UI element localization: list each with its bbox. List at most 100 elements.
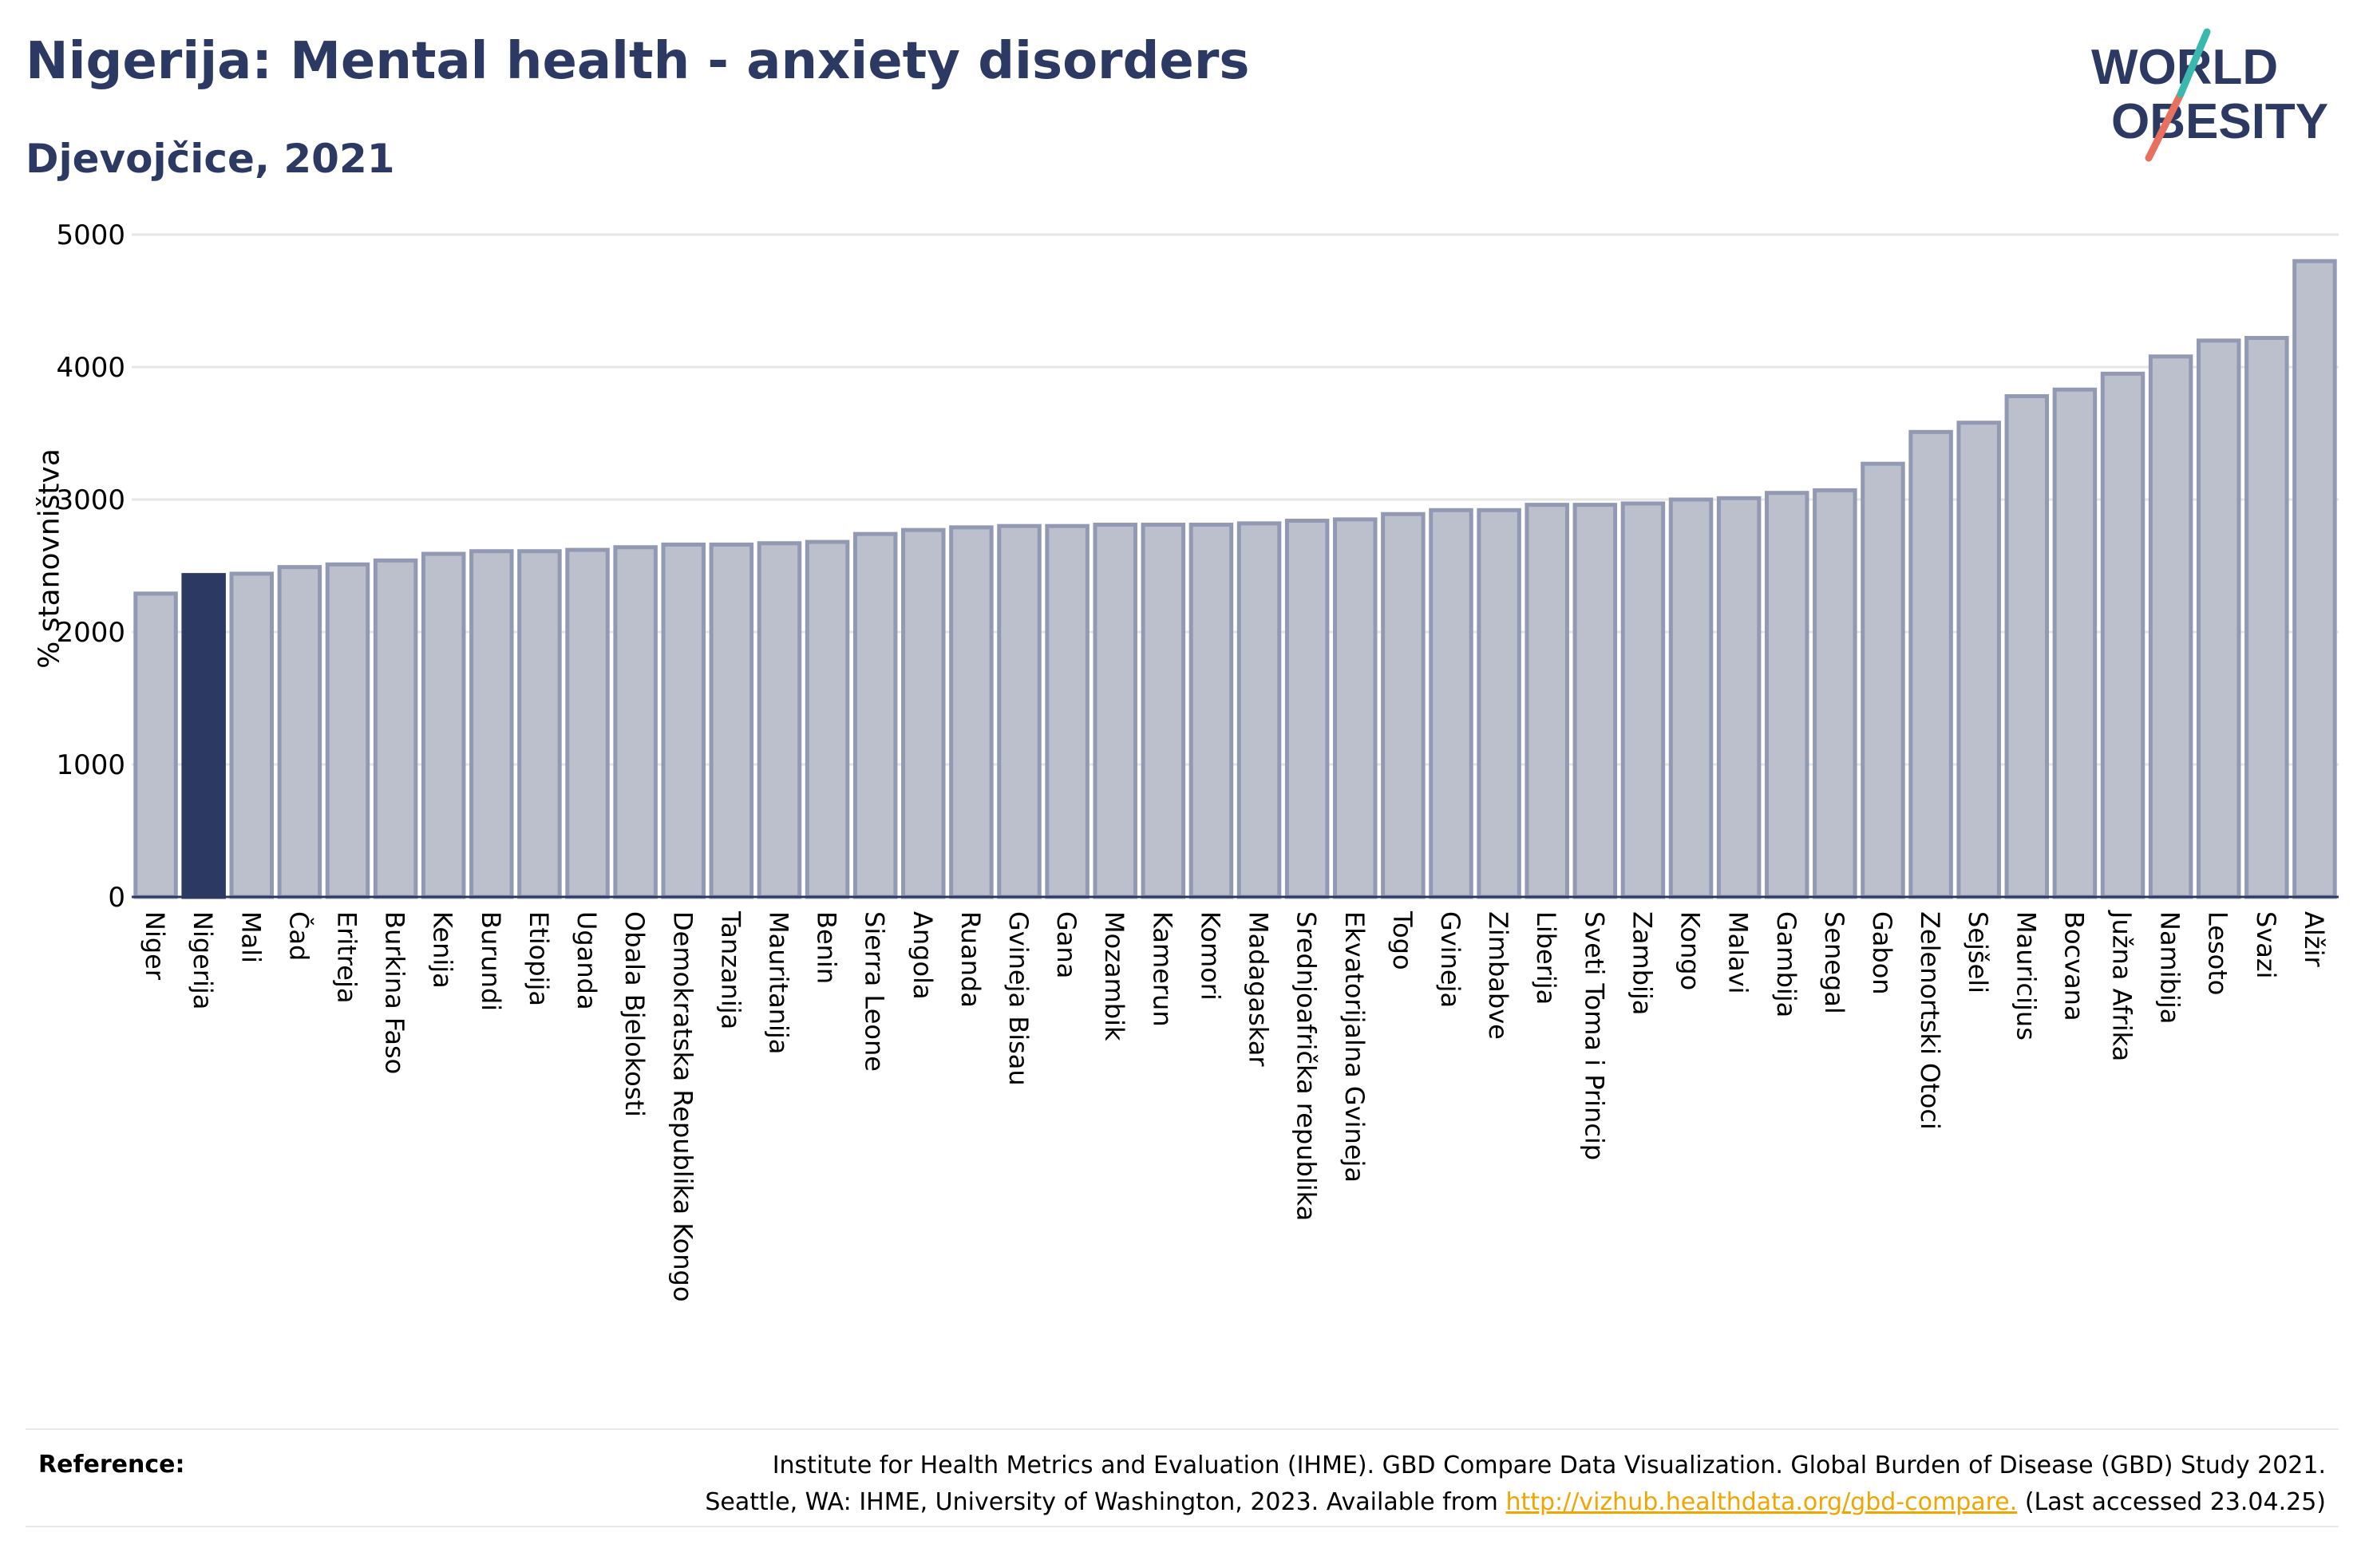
x-tick-label: Gvineja Bisau: [1003, 911, 1034, 1086]
bar: [2292, 259, 2337, 899]
x-tick-label: Malavi: [1723, 911, 1754, 994]
y-tick-label: 1000: [56, 749, 125, 781]
bar: [949, 525, 994, 899]
x-tick-label: Mauritanija: [763, 911, 793, 1054]
bar: [277, 565, 322, 899]
bar: [2004, 394, 2050, 899]
y-tick-label: 5000: [56, 219, 125, 251]
reference-line2-pre: Seattle, WA: IHME, University of Washing…: [705, 1488, 1506, 1516]
x-tick-label: Burundi: [476, 911, 506, 1011]
bar: [852, 531, 898, 899]
bar: [2196, 338, 2241, 899]
x-tick-label: Zambija: [1627, 911, 1657, 1015]
x-tick-label: Komori: [1195, 911, 1225, 1001]
x-tick-label: Eritreja: [331, 911, 362, 1003]
x-tick-label: Alžir: [2299, 911, 2329, 967]
reference-link[interactable]: http://vizhub.healthdata.org/gbd-compare…: [1505, 1488, 2018, 1516]
x-tick-label: Kamerun: [1147, 911, 1177, 1027]
x-tick-label: Uganda: [571, 911, 602, 1010]
bar: [997, 523, 1042, 899]
x-tick-label: Burkina Faso: [380, 911, 410, 1074]
y-tick-label: 0: [108, 882, 125, 914]
bar: [1477, 508, 1521, 899]
reference-text: Institute for Health Metrics and Evaluat…: [705, 1448, 2326, 1521]
x-tick-label: Benin: [812, 911, 842, 984]
chart-title: Nigerija: Mental health - anxiety disord…: [26, 32, 1250, 91]
bar: [181, 573, 226, 899]
x-tick-label: Mozambik: [1099, 911, 1129, 1041]
x-tick-label: Zelenortski Otoci: [1915, 911, 1945, 1130]
x-tick-label: Angola: [908, 911, 938, 1000]
bar: [661, 542, 706, 899]
x-tick-label: Zimbabve: [1483, 911, 1513, 1040]
bar: [229, 571, 275, 899]
x-tick-label: Liberija: [1531, 911, 1561, 1005]
bar: [1620, 501, 1666, 899]
x-tick-label: Južna Afrika: [2107, 910, 2138, 1061]
x-tick-label: Gana: [1051, 911, 1082, 978]
x-tick-label: Etiopija: [524, 911, 554, 1006]
bar: [1861, 461, 1905, 899]
x-tick-label: Niger: [140, 911, 170, 981]
x-tick-label: Bocvana: [2058, 911, 2089, 1021]
bar: [1765, 491, 1809, 899]
bar: [1236, 521, 1282, 899]
bar: [1381, 511, 1426, 899]
bar: [1668, 497, 1714, 899]
x-tick-label: Kongo: [1675, 911, 1706, 990]
x-tick-label: Čad: [283, 911, 314, 961]
bar: [1525, 503, 1569, 899]
x-tick-label: Gvineja: [1435, 911, 1465, 1008]
bar: [565, 547, 610, 899]
bar: [2148, 354, 2193, 899]
bar: [325, 562, 370, 899]
reference-label: Reference:: [38, 1451, 185, 1479]
bar: [1188, 523, 1234, 899]
chart-subtitle: Djevojčice, 2021: [26, 136, 395, 182]
x-tick-label: Sierra Leone: [860, 911, 890, 1072]
x-tick-label: Ruanda: [955, 911, 986, 1008]
y-tick-label: 2000: [56, 617, 125, 649]
x-tick-label: Sveti Toma i Princip: [1579, 911, 1609, 1160]
x-tick-label: Senegal: [1819, 911, 1849, 1014]
bar: [373, 558, 418, 899]
bar: [1716, 496, 1762, 899]
bar: [2244, 335, 2289, 899]
bar: [469, 549, 514, 899]
x-tick-label: Srednjoafrička republika: [1291, 911, 1322, 1221]
bar: [1572, 503, 1618, 899]
x-tick-label: Lesoto: [2203, 911, 2233, 995]
bar: [1908, 429, 1953, 899]
y-tick-label: 3000: [56, 484, 125, 516]
bar: [805, 539, 850, 899]
x-tick-label: Svazi: [2251, 911, 2281, 979]
bar: [517, 549, 562, 899]
bar: [2052, 387, 2098, 899]
bar: [1093, 523, 1137, 899]
reference-line2-post: (Last accessed 23.04.25): [2017, 1488, 2326, 1516]
x-tick-label: Mali: [235, 911, 266, 963]
logo-slash-teal: [2177, 28, 2211, 98]
x-tick-label: Kenija: [428, 911, 458, 989]
x-tick-label: Obala Bjelokosti: [619, 911, 650, 1117]
bar: [1141, 523, 1186, 899]
bar-chart: 0 1000 2000 3000 4000 5000 Niger Nigerija Mali Ča…: [56, 219, 2339, 1301]
reference-divider-top: [26, 1428, 2339, 1430]
bar: [2100, 371, 2145, 899]
x-tick-label: Nigerija: [188, 911, 218, 1009]
world-obesity-logo: WORLD OBESITY: [2091, 28, 2328, 162]
reference-line1: Institute for Health Metrics and Evaluat…: [772, 1451, 2326, 1479]
bar: [709, 542, 754, 899]
x-tick-label: Sejšeli: [1963, 911, 1993, 993]
reference-divider-bottom: [26, 1526, 2339, 1527]
bar: [1284, 519, 1330, 899]
x-tick-label: Madagaskar: [1244, 911, 1274, 1067]
bar: [133, 591, 178, 899]
x-tick-label: Demokratska Republika Kongo: [667, 911, 698, 1301]
bar: [1045, 523, 1090, 899]
bar: [901, 527, 946, 899]
bar: [1333, 517, 1378, 899]
x-tick-label: Togo: [1387, 910, 1418, 970]
logo-text-line2: OBESITY: [2111, 94, 2328, 149]
x-tick-label: Ekvatorijalna Gvineja: [1339, 911, 1370, 1183]
